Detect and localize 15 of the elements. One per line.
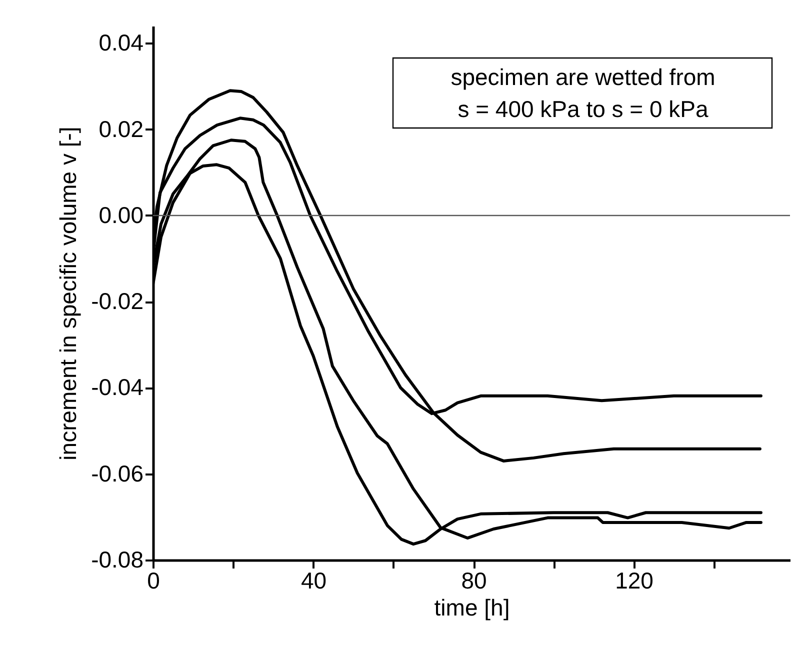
y-tick-label: -0.04: [91, 374, 144, 400]
y-tick-label: -0.02: [91, 288, 144, 314]
x-tick-label: 120: [615, 568, 654, 594]
x-tick-label: 0: [147, 568, 160, 594]
annotation: specimen are wetted from: [450, 64, 716, 90]
x-tick-label: 40: [300, 568, 327, 594]
annotation: s = 400 kPa to s = 0 kPa: [458, 96, 708, 122]
y-tick-label: -0.06: [91, 460, 144, 486]
y-axis-title: increment in specific volume v [-]: [55, 126, 82, 460]
x-tick-label: 80: [461, 568, 487, 594]
y-tick-label: 0.04: [98, 30, 144, 56]
y-tick-label: -0.08: [91, 546, 144, 572]
x-axis-title: time [h]: [434, 594, 510, 620]
y-tick-label: 0.02: [98, 116, 144, 142]
y-tick-label: 0.00: [98, 202, 144, 228]
